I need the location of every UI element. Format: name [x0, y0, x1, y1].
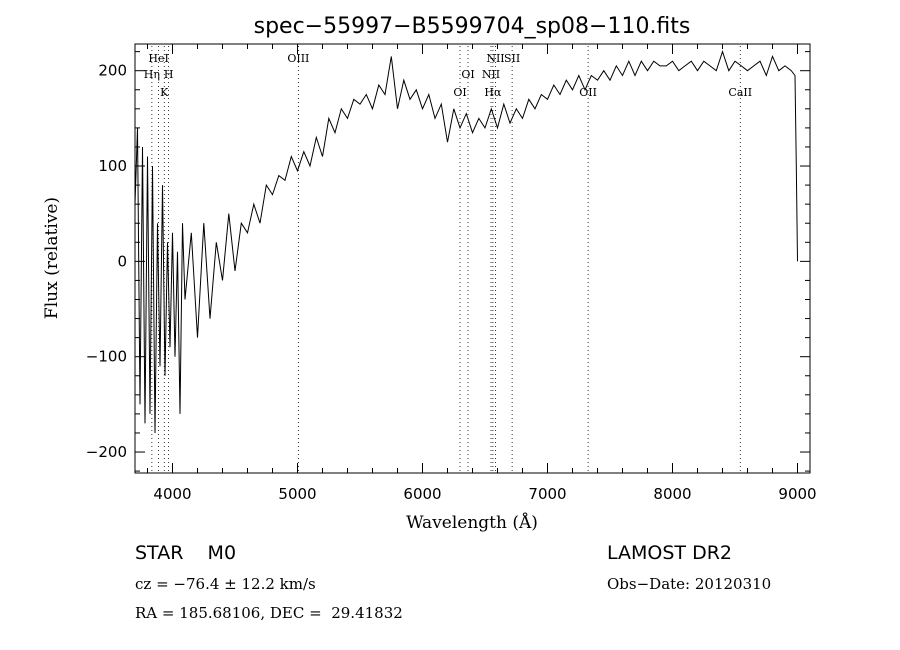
y-tick-label: −100 [86, 348, 127, 366]
observation-date: Obs−Date: 20120310 [607, 575, 772, 593]
emission-line-label: Hα [484, 86, 502, 99]
y-tick-label: −200 [86, 443, 127, 461]
survey-name: LAMOST DR2 [607, 542, 732, 564]
y-tick-label: 100 [98, 157, 127, 175]
y-tick-label: 0 [117, 252, 127, 270]
x-tick-label: 7000 [528, 485, 566, 503]
emission-line-label: CaII [728, 86, 752, 99]
emission-line-label: HeI [148, 52, 168, 65]
chart-title: spec−55997−B5599704_sp08−110.fits [254, 14, 691, 39]
redshift-velocity: cz = −76.4 ± 12.2 km/s [135, 575, 316, 593]
object-class: STAR M0 [135, 542, 237, 564]
emission-line-label: OII [579, 86, 597, 99]
emission-line-label: SII [504, 52, 520, 65]
x-tick-label: 5000 [278, 485, 316, 503]
x-tick-label: 6000 [403, 485, 441, 503]
emission-line-label: OI [453, 86, 466, 99]
emission-line-label: NII [482, 68, 500, 81]
x-tick-label: 4000 [153, 485, 191, 503]
coordinates: RA = 185.68106, DEC = 29.41832 [135, 604, 403, 622]
x-tick-label: 9000 [778, 485, 816, 503]
emission-line-label: H [164, 68, 174, 81]
axis-ticks: 4000 5000 6000 7000 8000 9000 −200 −100 0 100 200 [86, 44, 817, 503]
y-tick-label: 200 [98, 62, 127, 80]
emission-line-label: NII [486, 52, 504, 65]
spectrum-series-line [134, 49, 798, 434]
emission-line-label: OI [461, 68, 474, 81]
emission-line-label: OIII [287, 52, 309, 65]
x-tick-label: 8000 [653, 485, 691, 503]
emission-line-label: Hη [144, 68, 160, 81]
y-axis-label: Flux (relative) [42, 197, 62, 319]
x-axis-label: Wavelength (Å) [406, 512, 538, 533]
emission-line-label: K [160, 86, 169, 99]
